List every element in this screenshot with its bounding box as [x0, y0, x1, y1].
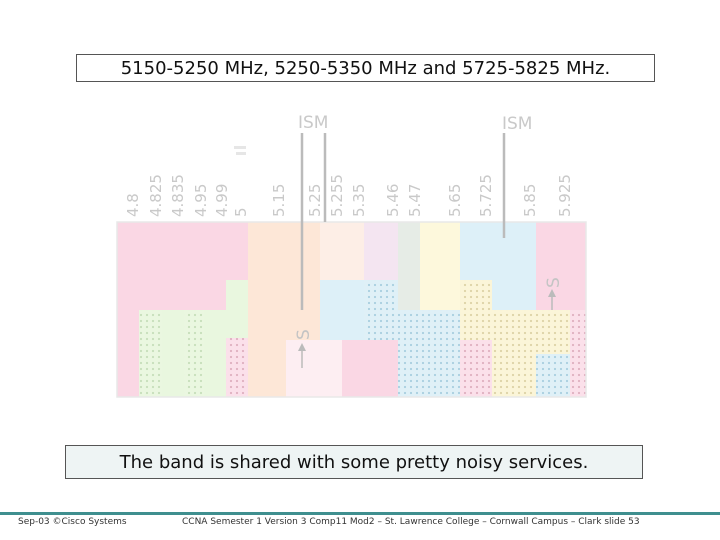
band-block [492, 222, 536, 310]
footer-rule [0, 512, 720, 515]
tick-label: 5 [232, 207, 250, 217]
tick-label: 5.255 [328, 174, 346, 217]
tick-label: 5.85 [521, 184, 539, 217]
band-block [248, 222, 286, 397]
band-block [320, 222, 364, 280]
band-block [226, 338, 248, 397]
tick-labels: 4.8 4.825 4.835 4.95 4.99 5 5.15 5.25 5.… [124, 174, 574, 217]
s-label: S [294, 329, 314, 340]
band-block [139, 310, 162, 397]
band-block [364, 280, 398, 340]
band-block [184, 310, 204, 397]
tick-label: 5.925 [556, 174, 574, 217]
ism-markers: ISM ISM [298, 113, 532, 310]
tick-label: 4.99 [213, 184, 231, 217]
ism-label: ISM [298, 113, 328, 133]
band-block [139, 222, 162, 310]
tick-label: 4.8 [124, 193, 142, 217]
band-block [536, 354, 570, 397]
band-block [536, 310, 570, 354]
band-block [226, 222, 248, 280]
band-block [320, 340, 342, 397]
band-block [460, 222, 492, 280]
band-block [492, 310, 536, 397]
band-blocks [117, 222, 586, 397]
tick-label: 5.47 [406, 184, 424, 217]
band-block [420, 222, 460, 310]
faint-mark-icon [234, 146, 246, 155]
grid-lines [116, 221, 587, 398]
tick-label: 4.825 [147, 174, 165, 217]
footer-left: Sep-03 ©Cisco Systems [18, 517, 127, 527]
tick-label: 5.725 [477, 174, 495, 217]
band-block [460, 340, 492, 397]
arrow-up-icon [298, 343, 306, 351]
band-block [320, 280, 364, 340]
band-block [184, 222, 204, 310]
tick-label: 5.35 [350, 184, 368, 217]
band-block [342, 340, 364, 397]
band-block [460, 280, 492, 340]
band-block [117, 222, 139, 310]
band-block [117, 310, 139, 397]
tick-label: 4.95 [192, 184, 210, 217]
footer-right: CCNA Semester 1 Version 3 Comp11 Mod2 – … [182, 517, 640, 527]
band-block [364, 222, 398, 280]
ism-label: ISM [502, 114, 532, 134]
arrow-up-icon [548, 289, 556, 297]
tick-label: 5.65 [446, 184, 464, 217]
tick-label: 5.25 [306, 184, 324, 217]
tick-label: 5.46 [384, 184, 402, 217]
band-block [420, 310, 460, 397]
band-block [364, 340, 398, 397]
tick-label: 4.835 [169, 174, 187, 217]
s-markers: S S [294, 277, 564, 368]
band-block [536, 222, 586, 310]
band-block [570, 310, 586, 397]
slide-title: 5150-5250 MHz, 5250-5350 MHz and 5725-58… [76, 54, 655, 82]
band-block [226, 280, 248, 338]
band-block [162, 222, 184, 310]
band-block [204, 222, 226, 310]
tick-label: 5.15 [270, 184, 288, 217]
caption: The band is shared with some pretty nois… [65, 445, 643, 479]
band-block [398, 222, 420, 310]
s-label: S [544, 277, 564, 288]
band-block [162, 310, 184, 397]
band-block [398, 310, 420, 397]
band-block [204, 310, 226, 397]
